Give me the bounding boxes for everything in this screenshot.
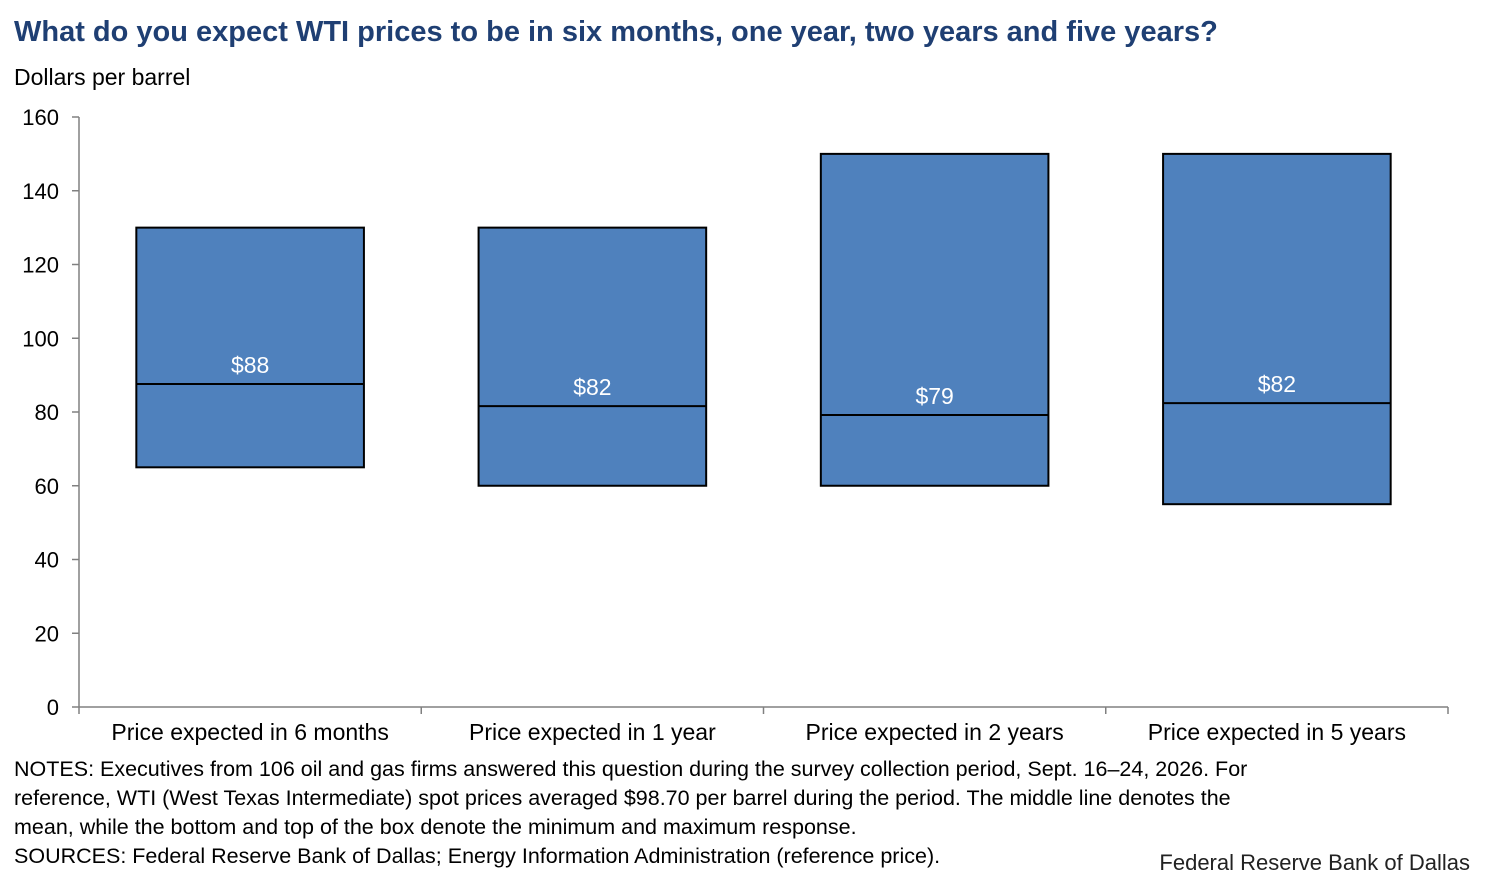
- x-category-label-3: Price expected in 2 years: [806, 719, 1064, 745]
- y-tick-label-0: 0: [47, 695, 59, 720]
- y-tick-label-160: 160: [22, 105, 59, 130]
- sources-line: SOURCES: Federal Reserve Bank of Dallas;…: [14, 844, 941, 868]
- box-4: [1162, 152, 1392, 506]
- y-tick-label-20: 20: [35, 621, 59, 646]
- box-2: [477, 226, 708, 487]
- y-tick-label-80: 80: [35, 400, 59, 425]
- mean-label-3: $79: [915, 383, 953, 409]
- y-axis-unit-label: Dollars per barrel: [14, 64, 191, 90]
- notes-line-2: reference, WTI (West Texas Intermediate)…: [14, 786, 1231, 810]
- box-1: [135, 226, 365, 469]
- mean-label-4: $82: [1258, 371, 1296, 397]
- mean-label-1: $88: [231, 352, 269, 378]
- y-tick-label-120: 120: [22, 253, 59, 278]
- x-category-label-4: Price expected in 5 years: [1148, 719, 1406, 745]
- x-category-label-1: Price expected in 6 months: [111, 719, 388, 745]
- y-tick-label-140: 140: [22, 179, 59, 204]
- notes-line-1: NOTES: Executives from 106 oil and gas f…: [14, 757, 1248, 781]
- chart-title: What do you expect WTI prices to be in s…: [14, 16, 1218, 48]
- notes-block: NOTES: Executives from 106 oil and gas f…: [14, 755, 1464, 871]
- y-tick-label-40: 40: [35, 548, 59, 573]
- y-tick-label-100: 100: [22, 326, 59, 351]
- y-tick-label-60: 60: [35, 474, 59, 499]
- box-chart: 0 20 40 60 80 100 120 140 160 $88 Price expected i…: [22, 105, 1449, 745]
- notes-line-3: mean, while the bottom and top of the bo…: [14, 815, 857, 839]
- mean-label-2: $82: [573, 374, 611, 400]
- x-category-label-2: Price expected in 1 year: [469, 719, 716, 745]
- credit-label: Federal Reserve Bank of Dallas: [1159, 850, 1470, 875]
- box-3: [819, 152, 1050, 487]
